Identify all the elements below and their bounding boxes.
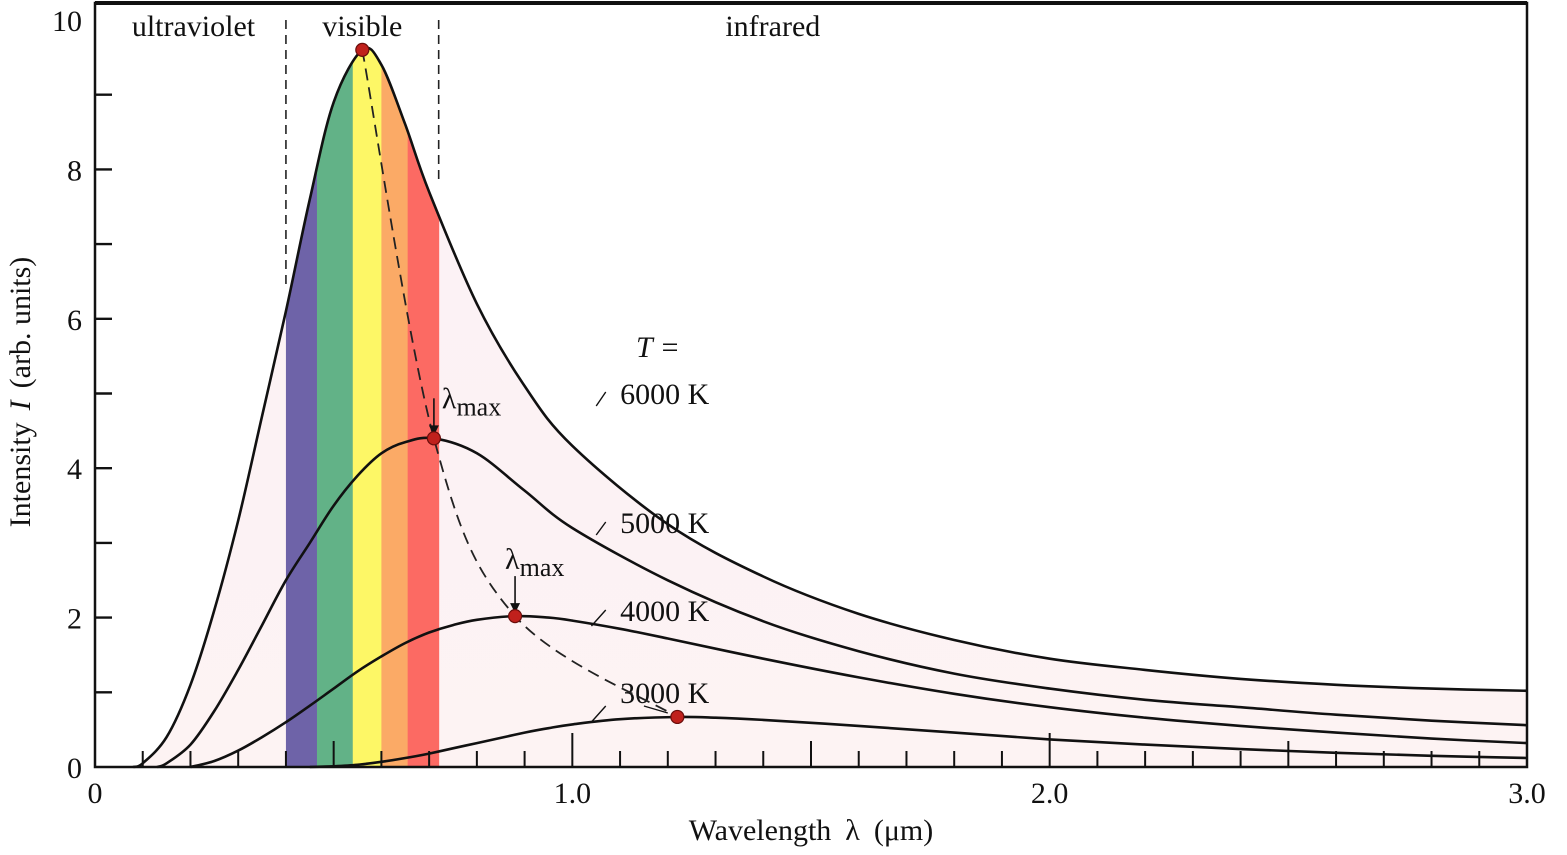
leader-line xyxy=(590,705,607,723)
y-tick-label: 8 xyxy=(67,154,82,187)
wien-displacement-curve xyxy=(361,49,678,718)
curve-label-5000k: 5000 K xyxy=(620,507,710,540)
region-label-ultraviolet: ultraviolet xyxy=(132,10,256,43)
arrow-5000k-head xyxy=(428,425,439,436)
curve-5000k xyxy=(156,436,1528,769)
peak-marker-6000k xyxy=(355,42,370,57)
x-tick-label: 3.0 xyxy=(1508,777,1546,810)
spectrum-band-orange xyxy=(381,47,409,767)
curve-4000k xyxy=(190,614,1528,769)
x-tick-label: 0 xyxy=(88,777,103,810)
y-tick-label: 4 xyxy=(67,453,82,486)
curves: 6000 K 5000 K 4000 K 3000 K xyxy=(132,46,1528,769)
spectrum-band-green xyxy=(316,47,354,767)
spectrum-band-violet xyxy=(285,47,318,767)
leader-line xyxy=(643,705,668,714)
leader-line xyxy=(595,521,607,536)
x-tick-label: 1.0 xyxy=(554,777,592,810)
y-tick-label: 2 xyxy=(67,603,82,636)
peak-marker-5000k xyxy=(426,431,442,446)
curve-3000k xyxy=(309,715,1528,769)
leader-line xyxy=(590,609,607,627)
y-tick-label: 6 xyxy=(67,304,82,337)
temperature-header: T = xyxy=(636,331,680,364)
wien-locus: λmax λmax xyxy=(355,42,685,725)
leader-line xyxy=(595,391,607,407)
region-label-infrared: infrared xyxy=(725,10,820,43)
y-tick-label: 0 xyxy=(67,752,82,785)
curve-6000k xyxy=(132,46,1528,769)
region-label-visible: visible xyxy=(322,10,402,43)
peak-marker-3000k xyxy=(670,709,685,725)
y-axis-label: IntensityI(arb. units) xyxy=(4,257,37,528)
y-tick-label: 10 xyxy=(52,5,82,38)
curve-label-3000k: 3000 K xyxy=(620,677,710,710)
lambda-max-label: λmax xyxy=(505,543,564,582)
arrow-4000k-head xyxy=(510,603,521,614)
spectrum-band-yellow xyxy=(352,47,382,767)
x-axis-label: Wavelength λ (μm) xyxy=(689,814,933,847)
curve-label-6000k: 6000 K xyxy=(620,378,710,411)
spectrum-bands xyxy=(285,47,440,767)
lambda-max-label: λmax xyxy=(442,382,501,421)
region-dividers: ultraviolet visible infrared xyxy=(132,10,820,289)
x-tick-label: 2.0 xyxy=(1031,777,1069,810)
peak-marker-4000k xyxy=(507,609,523,624)
curve-label-4000k: 4000 K xyxy=(620,595,710,628)
axes: 0 1.0 2.0 3.0 0 2 4 6 8 10 xyxy=(52,1,1546,810)
labels: Wavelength λ (μm) IntensityI(arb. units) T… xyxy=(4,257,933,847)
